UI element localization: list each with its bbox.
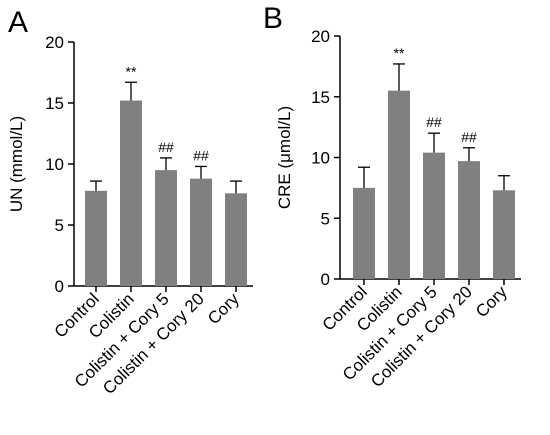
bar [120, 100, 142, 286]
bar [458, 161, 480, 279]
significance-label: ** [394, 45, 405, 61]
bar [85, 190, 107, 286]
category-label: Cory [204, 289, 243, 328]
panel-letter: A [8, 6, 28, 39]
significance-label: ## [193, 147, 209, 163]
y-tick-label: 15 [311, 88, 330, 107]
bar [225, 193, 247, 286]
bar [353, 187, 375, 279]
chart-panel-a: AUN (mmol/L)05101520Control**Colistin##C… [7, 6, 253, 398]
y-tick-label: 5 [321, 209, 330, 228]
y-tick-label: 10 [45, 155, 64, 174]
bar [423, 152, 445, 279]
significance-label: ## [158, 139, 174, 155]
significance-label: ** [126, 63, 137, 79]
significance-label: ## [461, 129, 477, 145]
y-tick-label: 15 [45, 94, 64, 113]
significance-label: ## [426, 114, 442, 130]
y-tick-label: 10 [311, 149, 330, 168]
y-axis-title: CRE (μmol/L) [275, 106, 294, 209]
y-axis-title: UN (mmol/L) [7, 116, 26, 212]
bar [190, 178, 212, 286]
bar [388, 90, 410, 279]
panel-letter: B [263, 2, 283, 35]
y-tick-label: 5 [55, 216, 64, 235]
category-label: Cory [472, 282, 511, 321]
y-tick-label: 0 [321, 270, 330, 289]
bar [493, 190, 515, 279]
bar [155, 170, 177, 286]
y-tick-label: 20 [311, 27, 330, 46]
y-tick-label: 0 [55, 277, 64, 296]
y-tick-label: 20 [45, 33, 64, 52]
